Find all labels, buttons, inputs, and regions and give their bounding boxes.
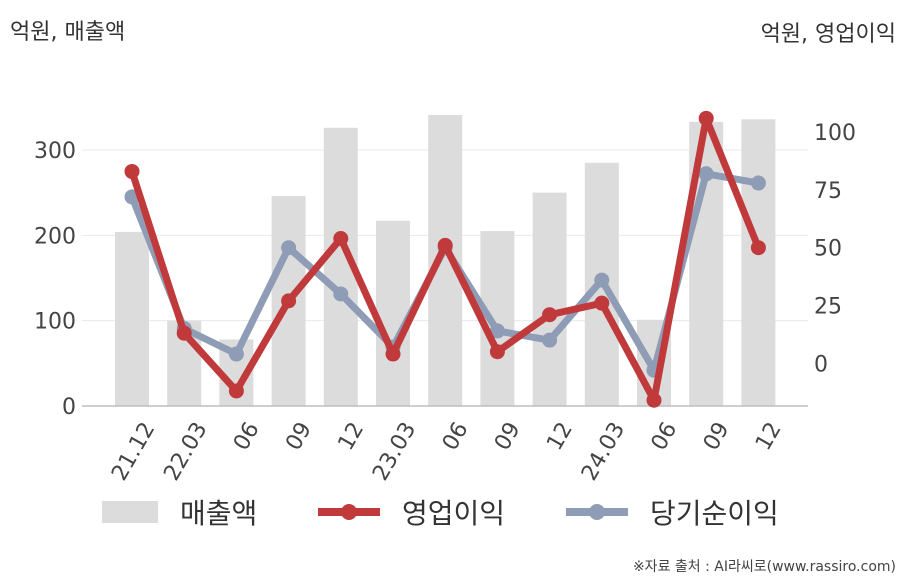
right-axis-tick-label: 50 [814, 237, 842, 262]
legend-bar-swatch [102, 501, 158, 523]
point-operating-profit [542, 307, 558, 323]
point-net-income [594, 272, 610, 288]
x-axis-tick-label: 09 [281, 418, 317, 455]
bar-revenue [376, 220, 410, 406]
x-axis-tick-label: 09 [490, 418, 526, 455]
point-net-income [750, 175, 766, 191]
point-operating-profit [176, 325, 192, 341]
point-operating-profit [594, 295, 610, 311]
point-operating-profit [124, 163, 140, 179]
legend-label-revenue: 매출액 [180, 497, 258, 530]
left-axis-tick-label: 0 [62, 395, 76, 420]
legend-line-swatch-net [566, 504, 628, 520]
point-net-income [281, 240, 297, 256]
legend-item-net-income: 당기순이익 [566, 492, 779, 532]
x-axis-tick-label: 12 [542, 418, 578, 455]
point-net-income [333, 286, 349, 302]
bar-revenue [480, 231, 515, 406]
left-axis-tick-label: 100 [34, 310, 76, 335]
point-net-income [489, 323, 505, 339]
left-axis-unit-label: 억원, 매출액 [10, 20, 126, 45]
point-operating-profit [333, 230, 349, 246]
left-axis-tick-label: 300 [34, 139, 76, 164]
bar-revenue [115, 231, 149, 406]
point-operating-profit [437, 237, 453, 253]
point-operating-profit [281, 293, 297, 309]
point-operating-profit [489, 344, 505, 360]
x-axis-tick-label: 24.03 [577, 418, 630, 485]
x-axis-tick-label: 06 [438, 418, 474, 455]
bar-revenue [741, 119, 776, 406]
point-operating-profit [385, 346, 401, 362]
point-operating-profit [750, 240, 766, 256]
legend-label-net-income: 당기순이익 [650, 497, 779, 530]
point-operating-profit [698, 110, 714, 126]
legend-item-operating-profit: 영업이익 [318, 492, 505, 532]
bar-revenue [532, 192, 567, 406]
x-axis-tick-label: 23.03 [368, 418, 421, 485]
point-net-income [698, 166, 714, 182]
right-axis-tick-label: 100 [814, 121, 856, 146]
legend-line-swatch-operating [318, 504, 380, 520]
x-axis-tick-label: 06 [647, 418, 683, 455]
legend-item-revenue: 매출액 [102, 492, 257, 532]
right-axis-tick-label: 75 [814, 179, 842, 204]
point-net-income [228, 346, 244, 362]
x-axis-tick-label: 09 [699, 418, 735, 455]
x-axis-tick-label: 12 [334, 418, 370, 455]
left-axis-tick-label: 200 [34, 224, 76, 249]
x-axis-tick-label: 22.03 [159, 418, 212, 485]
right-axis-tick-label: 0 [814, 352, 828, 377]
x-axis-tick-label: 12 [751, 418, 787, 455]
right-axis-tick-label: 25 [814, 294, 842, 319]
point-operating-profit [228, 383, 244, 399]
source-note: ※자료 출처 : AI라씨로(www.rassiro.com) [632, 559, 896, 575]
point-operating-profit [646, 392, 662, 408]
point-net-income [542, 332, 558, 348]
x-axis-tick-label: 21.12 [107, 418, 160, 485]
right-axis-unit-label: 억원, 영업이익 [760, 22, 896, 47]
x-axis-tick-label: 06 [229, 418, 265, 455]
legend-label-operating-profit: 영업이익 [402, 497, 506, 530]
